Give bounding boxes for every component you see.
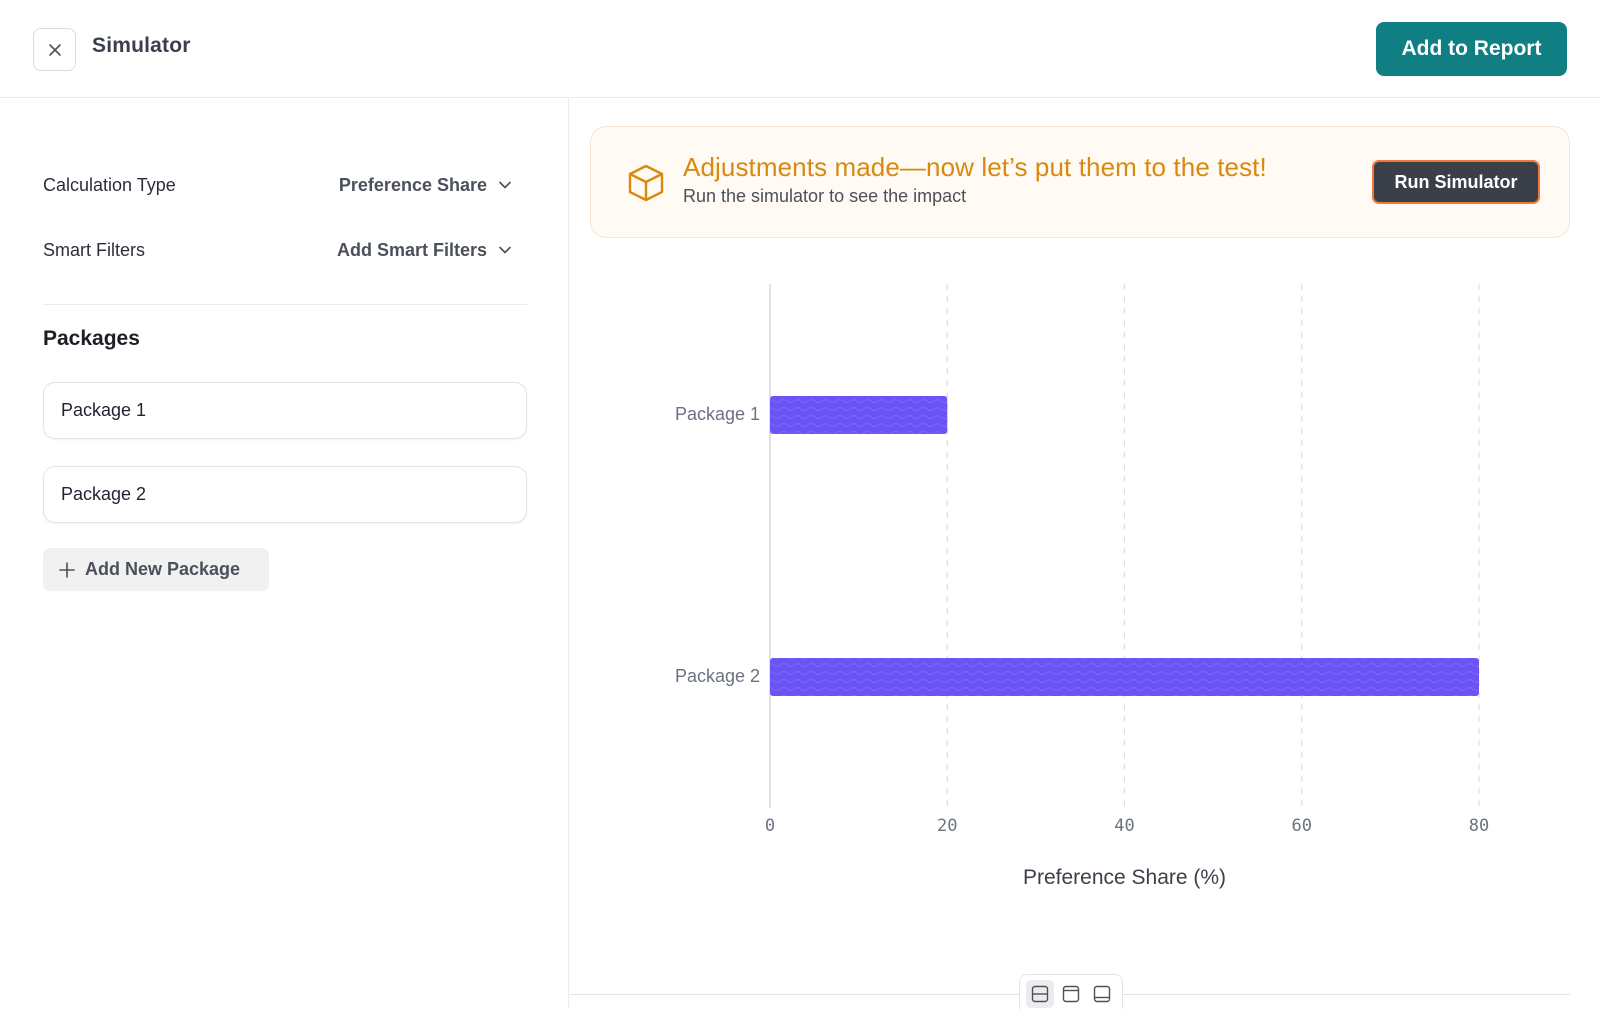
package-card[interactable]: Package 2 xyxy=(43,466,527,523)
settings-panel: Calculation Type Preference Share Smart … xyxy=(0,98,569,1009)
smart-filters-label: Smart Filters xyxy=(43,239,146,260)
add-new-package-label: Add New Package xyxy=(85,559,241,579)
y-tick-label: Package 2 xyxy=(675,666,760,686)
run-simulator-banner: Adjustments made—now let’s put them to t… xyxy=(590,126,1570,238)
smart-filters-dropdown[interactable]: Add Smart Filters xyxy=(337,240,511,261)
preference-share-chart: 0 20 40 60 80 Package 1 Package 2 Preference S… xyxy=(570,260,1580,920)
chart-svg: 0 20 40 60 80 Package 1 Package 2 Preference S… xyxy=(675,284,1489,889)
calculation-type-row: Calculation Type Preference Share xyxy=(43,170,527,200)
smart-filters-value: Add Smart Filters xyxy=(336,239,487,260)
add-to-report-button[interactable]: Add to Report xyxy=(1376,22,1567,76)
layout-toggle xyxy=(1019,974,1123,1009)
window-bottom-button[interactable] xyxy=(1088,980,1116,1008)
window-bottom-icon xyxy=(1093,985,1110,1003)
chevron-down-icon xyxy=(499,181,511,189)
x-tick-label: 80 xyxy=(1469,816,1489,836)
window-top-button[interactable] xyxy=(1057,980,1085,1008)
y-tick-label: Package 1 xyxy=(675,404,760,424)
package-card[interactable]: Package 1 xyxy=(43,382,527,439)
bar-package-1[interactable] xyxy=(770,396,948,434)
window-top-icon xyxy=(1062,985,1080,1003)
box-icon xyxy=(628,164,664,202)
banner-title: Adjustments made—now let’s put them to t… xyxy=(683,152,1267,182)
package-label: Package 1 xyxy=(61,400,147,420)
split-horizontal-button[interactable] xyxy=(1026,980,1055,1008)
divider xyxy=(43,304,527,305)
plus-icon xyxy=(59,561,75,578)
run-simulator-button[interactable]: Run Simulator xyxy=(1372,160,1540,204)
banner-subtitle: Run the simulator to see the impact xyxy=(683,186,967,206)
chevron-down-icon xyxy=(499,246,511,254)
bar-package-2[interactable] xyxy=(770,658,1479,696)
packages-title: Packages xyxy=(43,327,140,350)
top-bar: Simulator Add to Report xyxy=(0,0,1600,98)
calculation-type-label: Calculation Type xyxy=(43,174,176,195)
x-tick-label: 20 xyxy=(937,816,957,836)
x-tick-label: 0 xyxy=(765,816,775,836)
close-button[interactable] xyxy=(33,28,76,71)
add-new-package-button[interactable]: Add New Package xyxy=(43,548,269,591)
x-tick-label: 40 xyxy=(1114,816,1134,836)
x-axis-title: Preference Share (%) xyxy=(1023,866,1226,889)
split-horizontal-icon xyxy=(1032,985,1049,1003)
x-tick-label: 60 xyxy=(1292,816,1312,836)
calculation-type-value: Preference Share xyxy=(338,174,487,195)
smart-filters-row: Smart Filters Add Smart Filters xyxy=(43,235,527,265)
close-icon xyxy=(48,43,61,56)
calculation-type-dropdown[interactable]: Preference Share xyxy=(339,175,511,196)
package-label: Package 2 xyxy=(61,484,147,504)
page-title: Simulator xyxy=(92,34,191,57)
